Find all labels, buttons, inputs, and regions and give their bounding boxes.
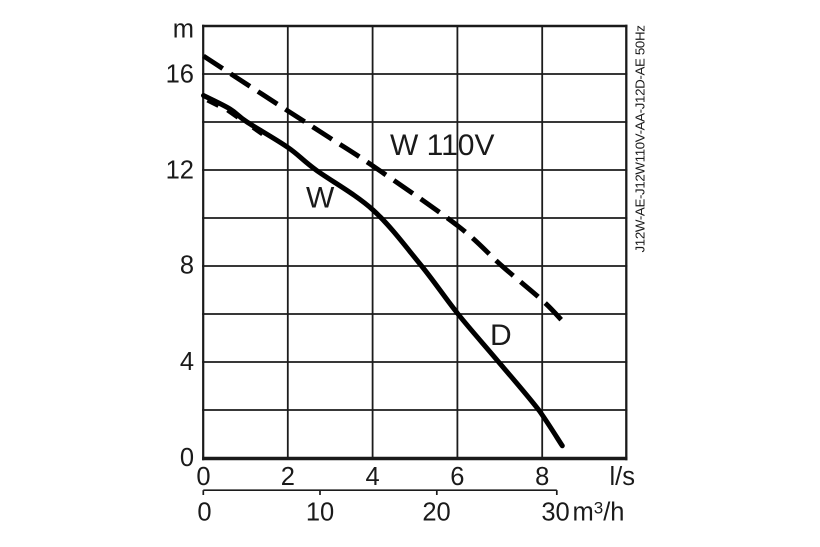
svg-text:16: 16	[166, 60, 194, 88]
svg-text:W: W	[306, 182, 335, 215]
svg-text:20: 20	[422, 499, 450, 527]
svg-text:4: 4	[366, 463, 380, 491]
svg-text:l/s: l/s	[610, 463, 636, 491]
svg-text:0: 0	[180, 444, 194, 472]
svg-text:0: 0	[196, 463, 210, 491]
svg-text:2: 2	[281, 463, 295, 491]
svg-text:6: 6	[450, 463, 464, 491]
svg-text:12: 12	[166, 156, 194, 184]
svg-text:D: D	[490, 319, 512, 352]
svg-text:4: 4	[180, 348, 194, 376]
svg-text:0: 0	[197, 499, 211, 527]
svg-text:8: 8	[535, 463, 549, 491]
svg-text:W 110V: W 110V	[390, 129, 495, 162]
svg-text:30: 30	[541, 499, 569, 527]
svg-text:J12W-AE-J12W110V-AA-J12D-AE 50: J12W-AE-J12W110V-AA-J12D-AE 50Hz	[633, 25, 648, 252]
svg-text:10: 10	[306, 499, 334, 527]
svg-text:m: m	[173, 16, 194, 44]
svg-text:8: 8	[180, 252, 194, 280]
svg-text:m3/h: m3/h	[573, 499, 625, 527]
